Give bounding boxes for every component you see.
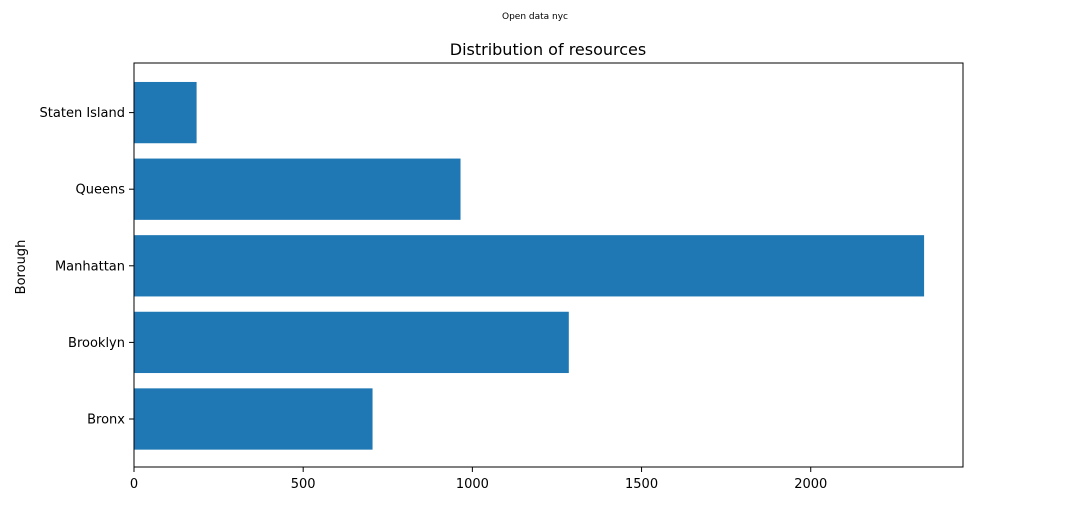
x-tick-label-0: 0 — [130, 477, 138, 492]
x-tick-label-1000: 1000 — [456, 477, 489, 492]
y-axis-title: Borough — [14, 240, 29, 295]
bar-staten-island — [134, 81, 197, 144]
x-tick-label-2000: 2000 — [794, 477, 827, 492]
x-tick-label-500: 500 — [291, 477, 316, 492]
chart-title: Distribution of resources — [450, 40, 646, 59]
source-label: Open data nyc — [502, 12, 568, 22]
bar-brooklyn — [134, 311, 569, 374]
y-tick-label-manhattan: Manhattan — [55, 259, 125, 274]
bar-queens — [134, 158, 461, 220]
y-tick-label-staten-island: Staten Island — [40, 106, 125, 121]
plot-frame — [133, 62, 964, 468]
x-tick-label-1500: 1500 — [625, 477, 658, 492]
bar-manhattan — [134, 235, 925, 297]
bar-bronx — [134, 388, 373, 450]
y-tick-label-queens: Queens — [76, 183, 126, 198]
y-tick-label-brooklyn: Brooklyn — [68, 336, 125, 351]
plot-area: Bronx Brooklyn Manhattan Queens Staten Islan… — [40, 62, 964, 492]
y-tick-label-bronx: Bronx — [87, 413, 125, 428]
